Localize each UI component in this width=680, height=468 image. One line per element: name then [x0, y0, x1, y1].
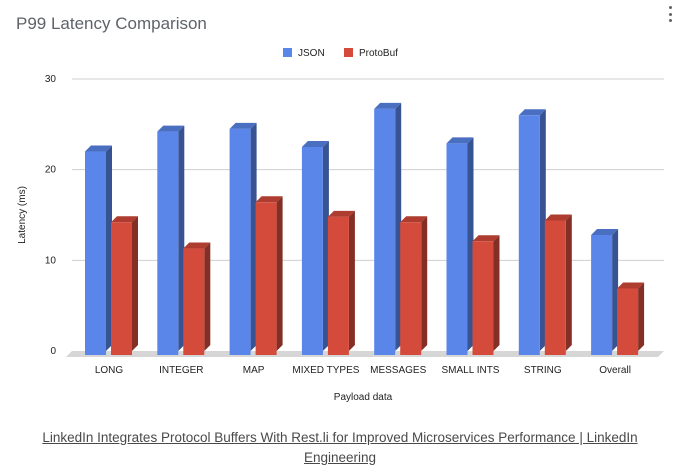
bar-front — [591, 234, 613, 355]
bar-top — [327, 210, 355, 217]
x-tick-label: INTEGER — [159, 365, 203, 376]
more-vert-icon[interactable] — [664, 4, 676, 24]
bar-top — [157, 125, 185, 132]
bar-side — [250, 122, 257, 351]
bar-side — [322, 141, 329, 351]
y-tick-label: 20 — [45, 165, 57, 176]
y-tick-label: 30 — [45, 74, 57, 85]
bar-protobuf-long — [111, 216, 138, 355]
x-tick-label: Overall — [599, 365, 631, 376]
bar-front — [85, 151, 106, 355]
legend: JSON ProtoBuf — [283, 48, 398, 59]
bar-front — [400, 222, 422, 355]
source-link[interactable]: LinkedIn Integrates Protocol Buffers Wit… — [42, 430, 638, 465]
bar-protobuf-overall — [617, 282, 645, 355]
bar-json-integer — [157, 125, 185, 355]
bar-front — [518, 115, 540, 356]
legend-label: JSON — [298, 48, 325, 59]
bar-top — [544, 214, 572, 221]
bar-json-small-ints — [446, 137, 474, 355]
bar-protobuf-mixed-types — [327, 210, 355, 355]
bar-json-map — [229, 122, 257, 355]
bar-front — [157, 131, 179, 355]
axis-labels: 0 10 20 30 LONG INTEGER MAP MIXED TYPES MESSAGES… — [17, 74, 631, 403]
bar-front — [544, 220, 566, 355]
legend-swatch — [344, 48, 353, 57]
bar-protobuf-map — [255, 196, 283, 355]
bar-top — [183, 242, 211, 249]
chart-title: P99 Latency Comparison — [16, 14, 207, 33]
bar-side — [348, 210, 355, 351]
x-axis-title: Payload data — [334, 392, 393, 403]
bars — [85, 102, 645, 356]
bar-top — [301, 141, 329, 147]
chart-card: P99 Latency Comparison 0 10 20 30 LONG INTEGE… — [16, 4, 676, 403]
bar-front — [111, 222, 132, 355]
bar-front — [301, 147, 323, 355]
y-tick-label: 10 — [45, 255, 57, 266]
bar-side — [539, 109, 546, 352]
bar-side — [638, 282, 645, 351]
bar-top — [111, 216, 138, 223]
bar-side — [467, 137, 474, 351]
bar-front — [255, 202, 277, 355]
bar-top — [255, 196, 283, 203]
x-tick-label: SMALL INTS — [442, 365, 500, 376]
bar-side — [132, 216, 138, 351]
bar-front — [472, 241, 494, 355]
bar-top — [85, 145, 112, 152]
bar-front — [617, 288, 639, 355]
bar-json-messages — [374, 102, 402, 355]
bar-top — [400, 216, 428, 223]
bar-side — [204, 242, 211, 351]
bar-top — [518, 109, 546, 116]
x-tick-label: MAP — [243, 365, 265, 376]
bar-top — [472, 235, 500, 242]
bar-chart: 0 10 20 30 LONG INTEGER MAP MIXED TYPES MESSAGES… — [17, 48, 664, 403]
bar-top — [617, 282, 645, 289]
bar-json-string — [518, 109, 546, 356]
legend-label: ProtoBuf — [359, 48, 398, 59]
bar-protobuf-messages — [400, 216, 428, 355]
x-tick-label: MIXED TYPES — [292, 365, 359, 376]
bar-side — [565, 214, 572, 351]
y-tick-label: 0 — [50, 346, 56, 357]
bar-json-overall — [591, 228, 619, 355]
bar-side — [106, 145, 112, 351]
bar-protobuf-small-ints — [472, 235, 500, 355]
bar-side — [178, 125, 185, 351]
bar-top — [591, 228, 619, 235]
x-tick-label: LONG — [95, 365, 124, 376]
bar-top — [446, 137, 474, 144]
bar-side — [276, 196, 283, 351]
bar-side — [493, 235, 500, 351]
x-tick-label: STRING — [524, 365, 562, 376]
bar-protobuf-string — [544, 214, 572, 355]
y-axis-title: Latency (ms) — [17, 186, 28, 244]
bar-json-mixed-types — [301, 141, 329, 355]
bar-side — [612, 228, 619, 351]
bar-side — [395, 102, 402, 351]
chart-floor — [66, 351, 664, 357]
bar-side — [421, 216, 428, 351]
floor-plane — [66, 351, 664, 357]
bar-json-long — [85, 145, 112, 355]
bar-top — [374, 102, 402, 109]
bar-front — [374, 108, 396, 355]
bar-front — [183, 248, 205, 355]
bar-top — [229, 122, 257, 129]
bar-front — [327, 216, 349, 355]
x-tick-label: MESSAGES — [370, 365, 426, 376]
bar-protobuf-integer — [183, 242, 211, 355]
bar-front — [446, 143, 468, 355]
bar-front — [229, 128, 251, 355]
legend-swatch — [283, 48, 292, 57]
